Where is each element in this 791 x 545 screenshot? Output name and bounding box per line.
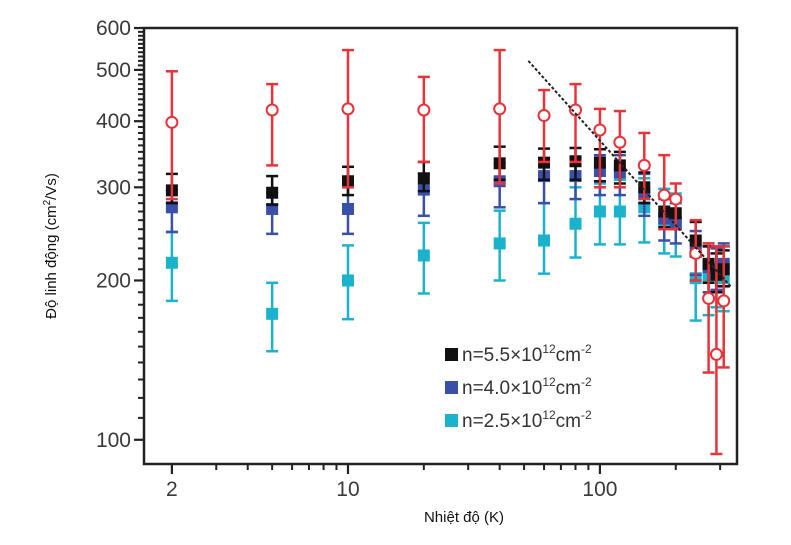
marker-square [569, 217, 582, 230]
legend-label-base: n=5.5×10 [462, 345, 542, 366]
legend: n=5.5×1012cm-2 n=4.0×1012cm-2 n=2.5×1012… [445, 342, 592, 432]
marker-circle [537, 109, 551, 123]
marker-square [341, 274, 354, 287]
data-point [569, 82, 583, 164]
legend-label-exp: 12 [542, 408, 556, 422]
legend-label-unit-exp: -2 [581, 408, 592, 422]
marker-circle [417, 103, 431, 117]
data-point [702, 242, 716, 374]
legend-label: n=2.5×1012cm-2 [462, 408, 592, 432]
y-tick-label: 300 [96, 176, 131, 199]
legend-item: n=4.0×1012cm-2 [445, 375, 592, 399]
data-point [717, 245, 731, 369]
data-point [613, 109, 627, 189]
data-point [709, 245, 723, 456]
x-tick-label: 2 [166, 478, 178, 501]
legend-item: n=2.5×1012cm-2 [445, 408, 592, 432]
marker-circle [341, 102, 355, 116]
marker-square [593, 205, 606, 218]
marker-square [417, 172, 430, 185]
legend-swatch [445, 381, 458, 394]
y-axis-title: Độ linh động (cm2/Vs) [42, 173, 60, 319]
data-point [266, 174, 279, 207]
marker-circle [669, 192, 683, 206]
marker-square [613, 205, 626, 218]
marker-circle [593, 123, 607, 137]
x-axis: 2 10 100 [166, 464, 722, 501]
data-point [493, 209, 506, 282]
marker-square [341, 202, 354, 215]
data-point [165, 70, 179, 201]
data-point [537, 88, 551, 164]
x-tick-label: 100 [582, 478, 617, 501]
data-point [266, 281, 279, 353]
marker-square [538, 234, 551, 247]
legend-label-exp: 12 [542, 342, 556, 356]
data-point [165, 230, 178, 303]
marker-circle [613, 135, 627, 149]
data-point [637, 131, 651, 201]
marker-circle [657, 188, 671, 202]
fit-line [527, 60, 732, 287]
data-point [265, 82, 279, 167]
legend-label-exp: 12 [542, 375, 556, 389]
marker-circle [702, 291, 716, 305]
marker-square [165, 256, 178, 269]
legend-label-unit-exp: -2 [581, 375, 592, 389]
marker-circle [709, 347, 723, 361]
data-point [417, 75, 431, 164]
plot-frame [142, 26, 739, 466]
data-point [493, 48, 507, 185]
legend-label-base: n=2.5×10 [462, 411, 542, 432]
legend-label-unit: cm [556, 345, 581, 366]
legend-label: n=4.0×1012cm-2 [462, 375, 592, 399]
marker-circle [637, 158, 651, 172]
marker-circle [569, 103, 583, 117]
marker-square [417, 249, 430, 262]
legend-label-base: n=4.0×10 [462, 378, 542, 399]
y-tick-label: 400 [96, 110, 131, 133]
marker-circle [165, 115, 179, 129]
legend-label-unit-exp: -2 [581, 342, 592, 356]
data-point [593, 107, 607, 189]
data-point [689, 218, 703, 282]
marker-circle [689, 246, 703, 260]
y-axis-title-tail: /Vs) [43, 173, 60, 200]
data-point [417, 221, 430, 295]
y-tick-label: 100 [96, 429, 131, 452]
series-0 [165, 48, 731, 456]
x-tick-label: 10 [336, 478, 359, 501]
marker-circle [265, 103, 279, 117]
y-tick-label: 600 [96, 17, 131, 40]
marker-square [493, 237, 506, 250]
y-axis-title-main: Độ linh động (cm [43, 205, 60, 318]
data-point [341, 48, 355, 189]
marker-square [266, 307, 279, 320]
legend-item: n=5.5×1012cm-2 [445, 342, 592, 366]
marker-square [266, 186, 279, 199]
legend-swatch [445, 348, 458, 361]
marker-circle [717, 294, 731, 308]
data-point [657, 153, 671, 231]
y-tick-label: 500 [96, 59, 131, 82]
y-axis-title-sup: 2 [42, 199, 53, 205]
legend-label-unit: cm [556, 411, 581, 432]
x-axis-title: Nhiệt độ (K) [424, 509, 504, 526]
data-point [538, 201, 551, 275]
marker-circle [493, 102, 507, 116]
legend-label: n=5.5×1012cm-2 [462, 342, 592, 366]
data-point [669, 182, 683, 231]
data-point [341, 244, 354, 321]
legend-swatch [445, 414, 458, 427]
legend-label-unit: cm [556, 378, 581, 399]
y-axis: 100 200 300 400 500 600 [96, 17, 144, 452]
fit-line-layer [527, 60, 732, 287]
y-tick-label: 200 [96, 269, 131, 292]
